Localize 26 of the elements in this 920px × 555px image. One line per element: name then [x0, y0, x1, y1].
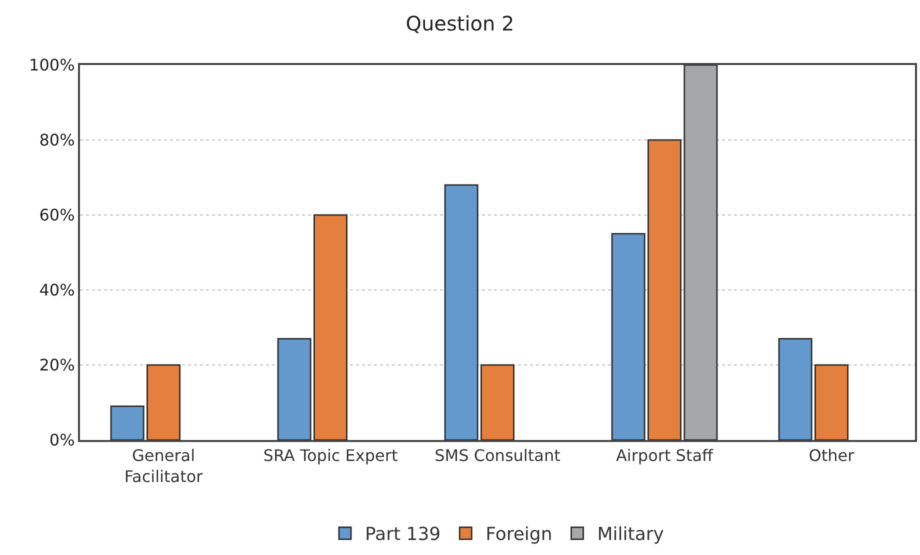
- legend-label: Foreign: [486, 524, 552, 546]
- y-tick-label: 20%: [39, 356, 75, 375]
- legend-label: Military: [597, 524, 664, 546]
- y-tick-label: 80%: [39, 130, 75, 150]
- y-tick-label: 0%: [49, 430, 75, 450]
- chart-title: Question 2: [406, 12, 514, 36]
- bar: [480, 364, 515, 440]
- bar: [814, 364, 849, 440]
- x-tick-label: Other: [808, 446, 855, 466]
- bar: [647, 139, 682, 440]
- bar: [110, 406, 144, 440]
- y-tick-label: 40%: [39, 280, 75, 300]
- x-tick-label: SRA Topic Expert: [263, 446, 398, 466]
- y-tick-label: 100%: [29, 56, 75, 75]
- legend-label: Part 139: [365, 524, 441, 546]
- y-tick-label: 60%: [39, 206, 75, 225]
- bar: [611, 233, 646, 440]
- x-tick-label: General Facilitator: [124, 446, 204, 486]
- bar: [684, 65, 718, 440]
- x-tick-label: Airport Staff: [616, 446, 714, 466]
- bar: [444, 184, 478, 440]
- bar: [778, 338, 812, 440]
- bar: [277, 338, 312, 440]
- bar: [313, 214, 348, 440]
- bar: [146, 364, 181, 440]
- x-tick-label: SMS Consultant: [434, 446, 560, 466]
